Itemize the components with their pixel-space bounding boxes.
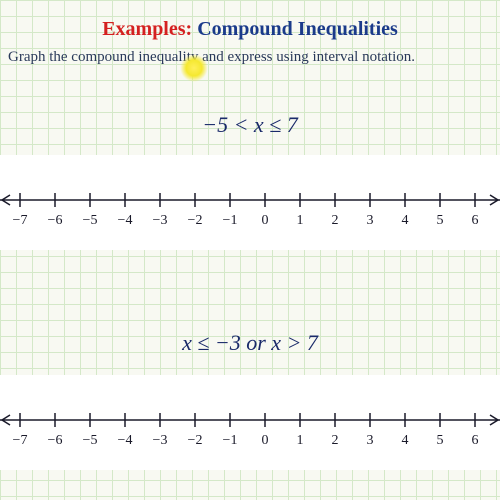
- instruction-text: Graph the compound inequality and expres…: [8, 48, 492, 68]
- svg-text:0: 0: [262, 213, 269, 228]
- svg-text:4: 4: [402, 213, 409, 228]
- svg-text:−1: −1: [223, 433, 238, 448]
- svg-text:3: 3: [367, 433, 374, 448]
- svg-text:−5: −5: [83, 433, 98, 448]
- svg-text:−3: −3: [153, 213, 168, 228]
- svg-text:3: 3: [367, 213, 374, 228]
- svg-text:−4: −4: [118, 433, 133, 448]
- svg-text:4: 4: [402, 433, 409, 448]
- svg-text:−6: −6: [48, 213, 63, 228]
- title-line: Examples: Compound Inequalities: [0, 18, 500, 41]
- svg-text:−3: −3: [153, 433, 168, 448]
- slide-content: Examples: Compound Inequalities Graph th…: [0, 0, 500, 500]
- svg-text:6: 6: [472, 433, 479, 448]
- inequality-2: x ≤ −3 or x > 7: [0, 330, 500, 356]
- svg-text:1: 1: [297, 433, 304, 448]
- inequality-1: −5 < x ≤ 7: [0, 112, 500, 138]
- svg-text:5: 5: [437, 213, 444, 228]
- svg-text:5: 5: [437, 433, 444, 448]
- svg-text:−2: −2: [188, 213, 203, 228]
- svg-text:−6: −6: [48, 433, 63, 448]
- svg-text:−5: −5: [83, 213, 98, 228]
- svg-text:−1: −1: [223, 213, 238, 228]
- svg-text:1: 1: [297, 213, 304, 228]
- svg-text:2: 2: [332, 433, 339, 448]
- svg-text:0: 0: [262, 433, 269, 448]
- svg-text:−7: −7: [13, 213, 28, 228]
- svg-text:−4: −4: [118, 213, 133, 228]
- number-line-1: −7 −6 −5 −4 −3 −2 −1 0 1 2 3 4 5 6: [0, 180, 500, 240]
- examples-label: Examples:: [102, 18, 192, 40]
- svg-text:−2: −2: [188, 433, 203, 448]
- title-text: Compound Inequalities: [197, 18, 398, 40]
- svg-text:−7: −7: [13, 433, 28, 448]
- svg-text:6: 6: [472, 213, 479, 228]
- svg-text:2: 2: [332, 213, 339, 228]
- number-line-2: −7 −6 −5 −4 −3 −2 −1 0 1 2 3 4 5 6: [0, 400, 500, 460]
